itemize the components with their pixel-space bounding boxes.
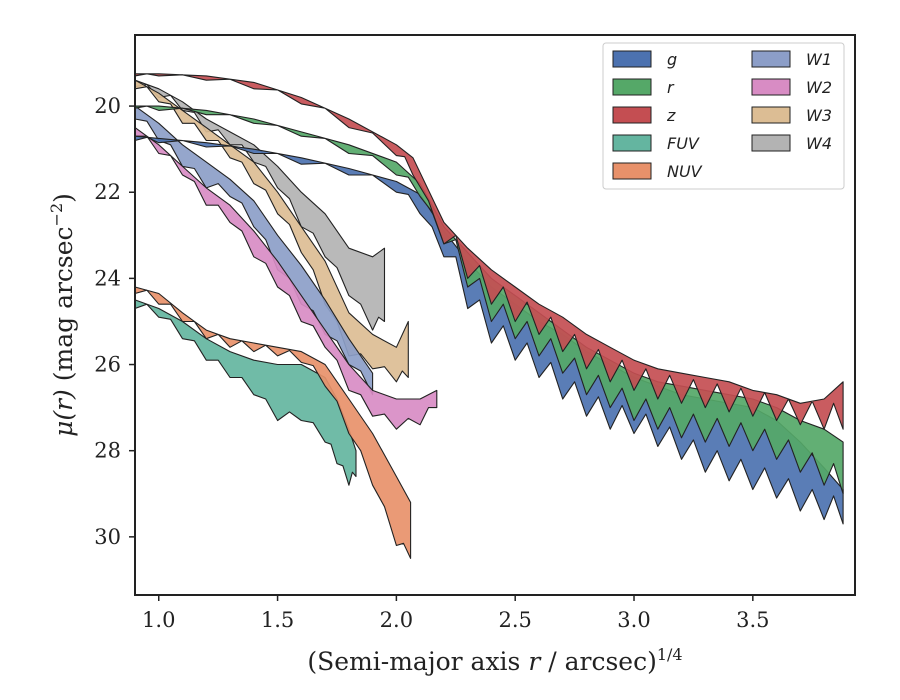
legend-swatch-w3 xyxy=(751,106,791,124)
y-axis: 20 22 24 26 28 30 xyxy=(94,94,135,549)
x-tick-label: 1.0 xyxy=(142,608,175,632)
x-tick-label: 3.5 xyxy=(736,608,769,632)
x-tick-label: 1.5 xyxy=(261,608,294,632)
legend-label-nuv: NUV xyxy=(667,162,703,181)
legend-swatch-nuv xyxy=(612,162,652,180)
legend-label-r: r xyxy=(667,78,675,97)
y-tick-label: 20 xyxy=(94,94,121,118)
legend-label-w4: W4 xyxy=(806,134,832,153)
x-tick-label: 2.0 xyxy=(380,608,413,632)
legend-label-w2: W2 xyxy=(806,78,832,97)
legend-swatch-fuv xyxy=(612,134,652,152)
band-z xyxy=(134,73,844,430)
legend-label-w1: W1 xyxy=(806,50,832,69)
legend: grz FUV NUV W1 W2 W3 W4 xyxy=(602,42,845,190)
band-nuv xyxy=(134,286,412,559)
legend-swatch-w4 xyxy=(751,134,791,152)
x-axis: 1.0 1.5 2.0 2.5 3.0 3.5 xyxy=(142,595,770,632)
y-tick-label: 22 xyxy=(94,180,121,204)
legend-label-z: z xyxy=(666,106,676,125)
legend-label-fuv: FUV xyxy=(667,134,700,153)
x-tick-label: 2.5 xyxy=(498,608,531,632)
y-axis-label: μ(r) (mag arcsec−2) xyxy=(47,193,78,437)
band-w2 xyxy=(134,127,438,430)
series-bands xyxy=(134,73,844,559)
legend-swatch-w1 xyxy=(751,50,791,68)
x-tick-label: 3.0 xyxy=(617,608,650,632)
legend-swatch-w2 xyxy=(751,78,791,96)
y-tick-label: 28 xyxy=(94,439,121,463)
legend-swatch-z xyxy=(612,106,652,124)
x-axis-label: (Semi-major axis r / arcsec)1/4 xyxy=(307,645,682,676)
band-w4 xyxy=(134,79,386,331)
y-tick-label: 26 xyxy=(94,353,121,377)
band-fuv xyxy=(134,299,357,486)
y-tick-label: 30 xyxy=(94,525,121,549)
legend-swatch-g xyxy=(612,50,652,68)
plot-frame xyxy=(134,34,856,596)
legend-label-g: g xyxy=(667,50,677,69)
y-tick-label: 24 xyxy=(94,266,121,290)
band-w1 xyxy=(134,105,374,396)
legend-label-w3: W3 xyxy=(806,106,832,125)
legend-swatch-r xyxy=(612,78,652,96)
